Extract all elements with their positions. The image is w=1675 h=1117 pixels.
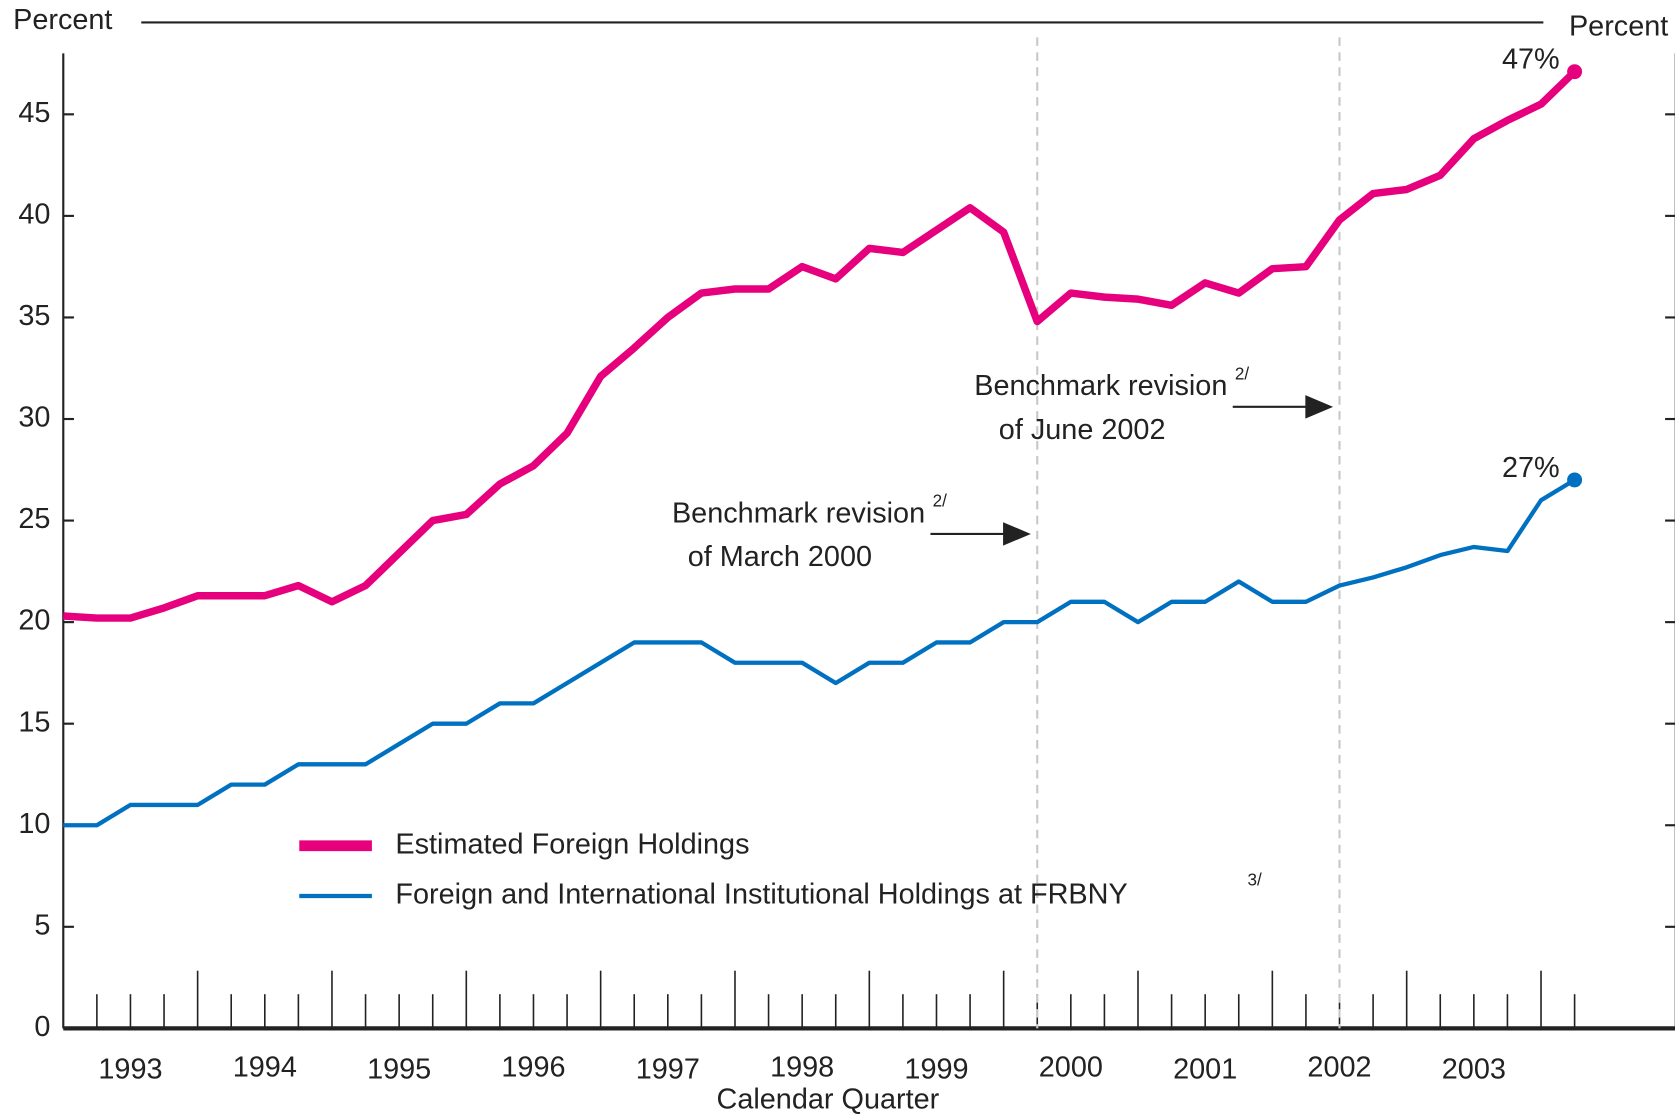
revision-text: Benchmark revision	[672, 497, 925, 529]
x-year-label: 1997	[636, 1054, 700, 1086]
y-tick-label-left: 0	[34, 1011, 50, 1043]
y-axis-label-right: Percent	[1569, 10, 1668, 42]
revision-footnote: 2/	[933, 491, 947, 510]
revision-text: Benchmark revision	[974, 370, 1227, 402]
end-label: 47%	[1502, 44, 1560, 76]
y-tick-label-left: 5	[34, 909, 50, 941]
y-axis-label-left: Percent	[13, 4, 112, 36]
end-point	[1567, 64, 1583, 80]
y-tick-label-left: 35	[18, 300, 50, 332]
revision-arrowhead	[1305, 395, 1334, 419]
revision-text: of June 2002	[999, 414, 1166, 446]
y-tick-label-left: 10	[18, 808, 50, 840]
end-point	[1567, 472, 1583, 488]
y-tick-label-left: 15	[18, 706, 50, 738]
x-year-label: 1999	[904, 1054, 968, 1086]
revision-text: of March 2000	[688, 541, 872, 573]
x-year-label: 2003	[1442, 1054, 1506, 1086]
y-tick-label-left: 45	[18, 97, 50, 129]
x-year-label: 1995	[367, 1054, 431, 1086]
x-year-label: 1998	[770, 1052, 834, 1084]
x-year-label: 1994	[233, 1052, 297, 1084]
x-year-label: 2000	[1039, 1052, 1103, 1084]
x-axis-label: Calendar Quarter	[717, 1084, 940, 1116]
y-tick-label-left: 25	[18, 503, 50, 535]
end-label: 27%	[1502, 452, 1560, 484]
revision-footnote: 2/	[1235, 364, 1249, 383]
x-year-label: 1993	[98, 1054, 162, 1086]
y-tick-label-left: 30	[18, 402, 50, 434]
series-line	[63, 68, 1578, 622]
y-tick-label-left: 20	[18, 605, 50, 637]
x-year-label: 1996	[501, 1052, 565, 1084]
x-year-label: 2001	[1173, 1054, 1237, 1086]
legend-label: Estimated Foreign Holdings	[395, 828, 749, 860]
x-year-label: 2002	[1307, 1052, 1371, 1084]
y-tick-label-left: 40	[18, 198, 50, 230]
legend-label: Foreign and International Institutional …	[395, 879, 1127, 911]
series-line	[63, 478, 1576, 828]
legend-footnote: 3/	[1248, 871, 1262, 890]
revision-arrowhead	[1003, 522, 1031, 546]
